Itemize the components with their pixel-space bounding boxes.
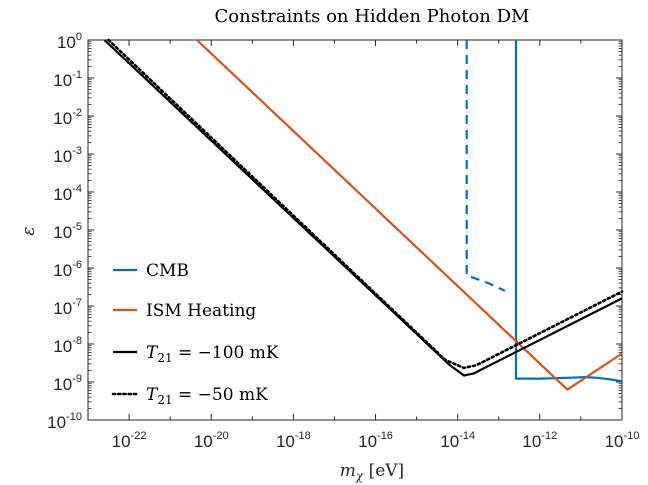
legend-label: CMB (146, 261, 189, 281)
y-tick-label: 10-7 (53, 297, 82, 318)
series-lines (103, 38, 624, 391)
y-axis-title: ε (19, 226, 39, 235)
y-tick-label: 10-1 (53, 69, 82, 90)
x-tick-label: 10-10 (605, 430, 640, 451)
x-axis-title: mχ [eV] (340, 461, 404, 483)
x-tick-label: 10-20 (194, 430, 229, 451)
y-tick-label: 10-5 (53, 221, 82, 242)
y-tick-label: 10-2 (53, 107, 82, 128)
x-tick-label: 10-14 (440, 430, 475, 451)
series-line-3 (103, 39, 623, 377)
legend-label: ISM Heating (146, 301, 256, 321)
y-tick-label: 10-10 (47, 411, 82, 432)
series-line-1 (465, 40, 506, 292)
chart-title: Constraints on Hidden Photon DM (215, 6, 530, 27)
series-line-0 (514, 40, 623, 383)
x-tick-label: 10-16 (358, 430, 393, 451)
legend-label: T21 = −50 mK (146, 385, 268, 407)
y-tick-label: 10-9 (53, 373, 82, 394)
y-tick-label: 10-8 (53, 335, 82, 356)
y-tick-label: 10-4 (53, 183, 82, 204)
y-tick-label: 10-6 (53, 259, 82, 280)
axis-ticks: 10-22 10-20 10-18 10-16 10-14 10-12 10-10 100 10… (47, 31, 639, 451)
x-tick-label: 10-18 (276, 430, 311, 451)
x-tick-label: 10-12 (522, 430, 557, 451)
legend-label: T21 = −100 mK (146, 343, 279, 365)
x-tick-label: 10-22 (112, 430, 147, 451)
y-tick-label: 100 (57, 31, 82, 52)
series-line-4 (107, 38, 624, 370)
series-line-2 (196, 39, 623, 391)
legend: CMB ISM Heating T21 = −100 mK T21 = −50 mK (111, 261, 279, 407)
y-tick-label: 10-3 (53, 145, 82, 166)
